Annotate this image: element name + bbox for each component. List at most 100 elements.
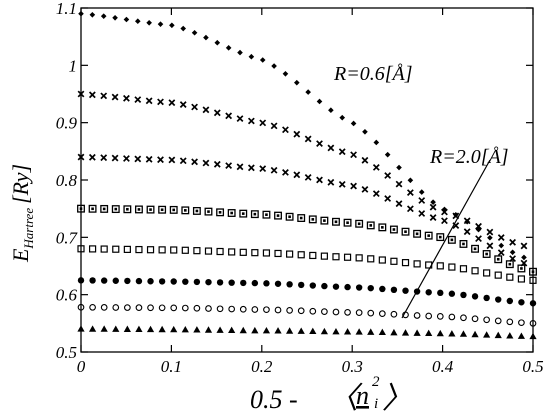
data-point: [100, 92, 108, 100]
data-point: [123, 205, 132, 214]
x-tick-label: 0.2: [251, 357, 273, 376]
data-point: [355, 219, 364, 228]
data-point: [355, 328, 363, 335]
data-point: [262, 210, 271, 219]
data-point: [384, 195, 392, 202]
y-tick-label: 1.1: [56, 0, 77, 18]
data-point: [294, 79, 300, 86]
data-point: [483, 331, 491, 338]
data-point: [320, 216, 329, 225]
data-point: [179, 101, 187, 108]
data-point: [529, 300, 537, 307]
data-point: [332, 253, 340, 261]
data-point: [251, 306, 259, 313]
data-point: [448, 313, 456, 321]
data-point: [429, 214, 437, 221]
data-point: [286, 250, 294, 258]
data-point: [88, 91, 96, 99]
data-point: [181, 325, 189, 333]
data-point: [517, 264, 526, 273]
data-point: [158, 325, 166, 333]
data-point: [390, 328, 398, 336]
data-point: [213, 109, 221, 117]
data-point: [78, 10, 84, 17]
data-point: [373, 139, 380, 146]
data-point: [112, 277, 119, 284]
data-point: [147, 304, 154, 312]
data-point: [418, 210, 426, 217]
data-point: [263, 306, 270, 314]
data-point: [328, 107, 334, 113]
data-point: [316, 176, 323, 184]
data-point: [483, 269, 491, 277]
svg-text:EHartree[Ry]: EHartree [Ry]: [8, 164, 36, 263]
data-point: [282, 70, 289, 77]
data-point: [100, 13, 107, 19]
data-point: [239, 326, 247, 334]
data-point: [309, 327, 317, 335]
data-point: [111, 205, 120, 214]
data-point: [216, 305, 224, 313]
data-point: [147, 278, 154, 285]
data-point: [495, 296, 502, 303]
data-point: [135, 304, 143, 312]
data-point: [463, 217, 471, 225]
y-tick-label: 1: [69, 56, 78, 75]
data-point: [134, 205, 143, 214]
data-point: [77, 153, 85, 161]
data-point: [181, 246, 189, 254]
data-point: [228, 326, 236, 334]
data-point: [402, 287, 409, 294]
data-point: [389, 225, 398, 234]
x-tick-label: 0.3: [342, 357, 363, 376]
data-point: [475, 222, 482, 230]
data-point: [146, 325, 155, 333]
data-point: [332, 308, 340, 316]
data-point: [274, 280, 282, 287]
data-point: [236, 115, 244, 122]
data-point: [247, 117, 255, 125]
data-point: [228, 305, 236, 313]
data-point: [179, 157, 187, 165]
data-point: [181, 206, 190, 215]
data-point: [216, 326, 224, 333]
data-point: [298, 281, 305, 289]
data-point: [157, 156, 164, 164]
data-point: [89, 11, 96, 18]
data-point: [506, 332, 514, 339]
data-point: [157, 21, 164, 27]
data-point: [506, 297, 514, 305]
data-point: [77, 303, 85, 311]
data-point: [308, 215, 317, 224]
data-point: [123, 245, 131, 253]
data-point: [494, 271, 502, 279]
y-axis-label-symbol: E: [8, 248, 33, 263]
data-point: [459, 330, 468, 337]
y-axis-label-subscript: Hartree: [21, 208, 36, 250]
data-point: [135, 325, 143, 333]
data-point: [286, 327, 294, 334]
data-point: [134, 155, 142, 163]
data-point: [390, 310, 398, 318]
data-point: [169, 22, 175, 29]
data-point: [506, 318, 514, 326]
data-point: [436, 329, 444, 337]
data-point: [236, 163, 244, 171]
data-point: [471, 315, 479, 323]
data-point: [459, 265, 468, 273]
data-point: [505, 260, 514, 269]
data-point: [285, 212, 294, 221]
data-point: [320, 327, 328, 335]
data-point: [483, 294, 490, 302]
data-point: [216, 279, 224, 286]
y-tick-label: 0.6: [56, 286, 78, 305]
data-point: [425, 329, 433, 337]
data-point: [146, 20, 152, 26]
data-point: [297, 307, 305, 315]
data-point: [350, 151, 357, 159]
data-point: [518, 299, 525, 306]
data-point: [459, 240, 468, 248]
data-point: [304, 135, 312, 143]
data-point: [517, 275, 526, 283]
